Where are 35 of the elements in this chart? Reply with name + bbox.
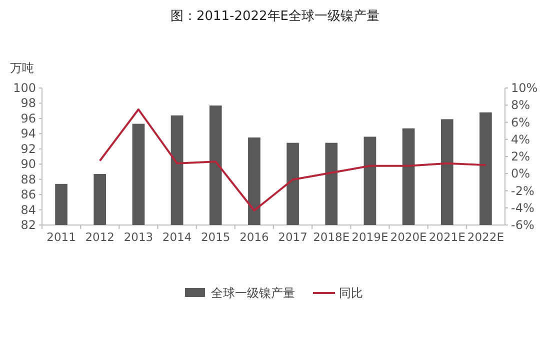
x-tick-label: 2017 [278, 230, 308, 244]
y2-tick-label: -2% [511, 184, 534, 198]
x-tick-label: 2019E [352, 230, 388, 244]
y-tick-label: 82 [20, 218, 36, 232]
y2-tick-label: -4% [511, 200, 534, 215]
y2-tick-label: 6% [511, 115, 530, 130]
x-tick-label: 2022E [467, 230, 504, 244]
y-tick-label: 96 [20, 111, 36, 126]
y-tick-label: 92 [20, 142, 36, 156]
y2-tick-label: -6% [511, 218, 534, 232]
x-tick-label: 2014 [162, 230, 192, 244]
y-tick-label: 100 [13, 81, 36, 95]
legend-label: 全球一级镍产量 [211, 286, 295, 300]
x-tick-label: 2016 [240, 230, 269, 244]
y-tick-label: 90 [20, 157, 36, 172]
y-axis-title: 万吨 [10, 61, 34, 75]
chart-title: 图：2011-2022年E全球一级镍产量 [170, 9, 380, 24]
y2-tick-label: 10% [511, 81, 538, 95]
x-tick-label: 2012 [85, 230, 115, 244]
y2-tick-label: 8% [511, 98, 530, 112]
y-tick-label: 84 [20, 202, 36, 217]
y2-tick-label: 0% [511, 166, 530, 181]
x-tick-label: 2015 [200, 230, 230, 244]
x-tick-label: 2021E [428, 230, 466, 244]
y2-tick-label: 2% [511, 150, 530, 164]
y-tick-label: 94 [20, 126, 36, 141]
y2-tick-label: 4% [511, 132, 530, 146]
y-tick-label: 88 [20, 172, 36, 186]
legend-label: 同比 [339, 286, 363, 300]
x-tick-label: 2018E [313, 230, 350, 244]
y-tick-label: 86 [20, 188, 36, 202]
x-tick-label: 2011 [46, 230, 76, 244]
x-tick-label: 2013 [124, 230, 154, 244]
x-tick-label: 2020E [390, 230, 427, 244]
y-tick-label: 98 [20, 96, 36, 110]
